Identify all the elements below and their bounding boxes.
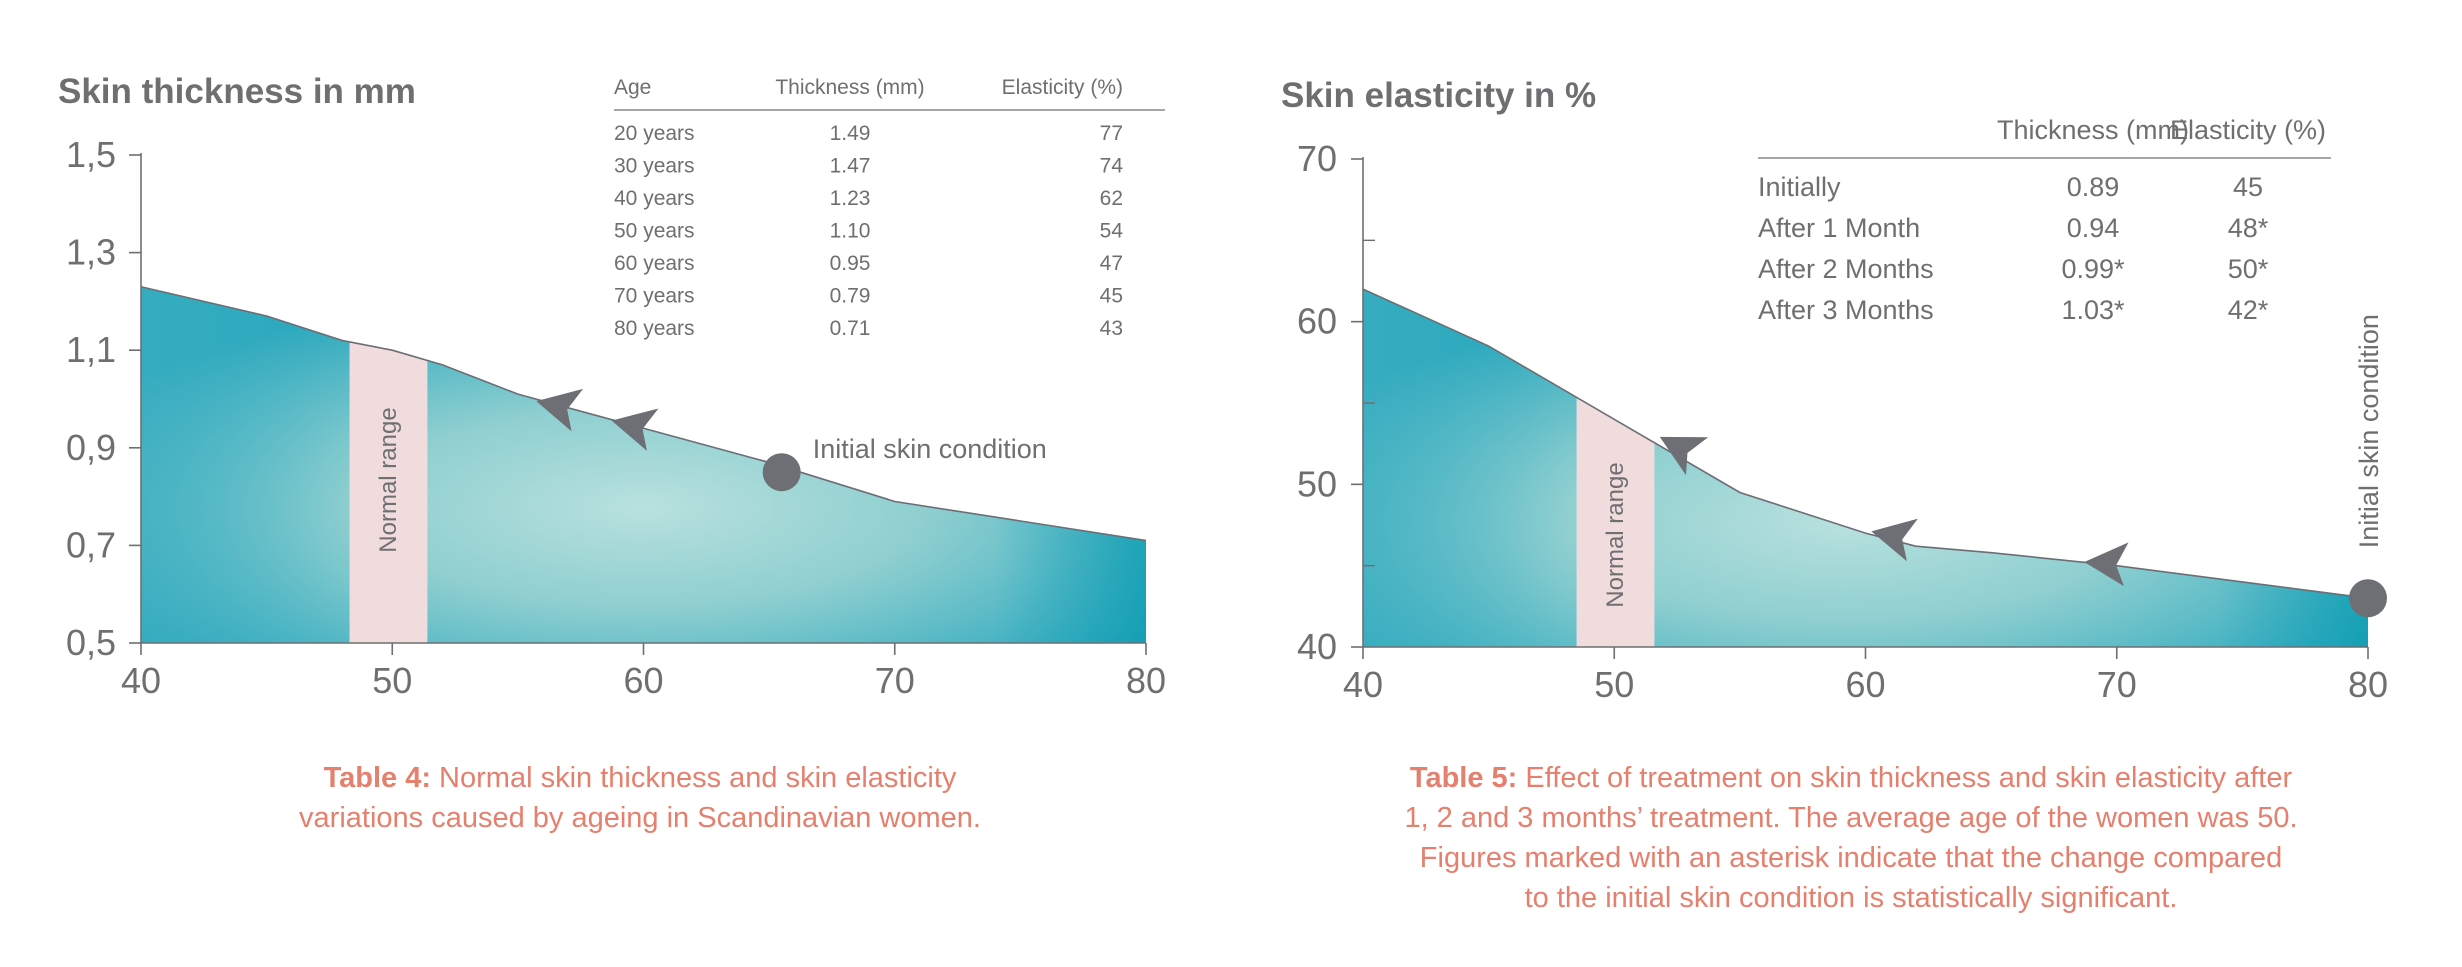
- y-tick-label: 60: [1297, 301, 1337, 342]
- x-tick-label: 50: [372, 660, 412, 701]
- y-tick-label: 0,5: [66, 622, 116, 663]
- x-tick-label: 80: [1126, 660, 1166, 701]
- table-cell: 77: [1100, 122, 1123, 145]
- thickness-age-table: Age Thickness (mm) Elasticity (%) 20 years 1…: [614, 76, 1165, 340]
- elasticity-chart: Skin elasticity in % Normal range 40 50 60…: [1281, 76, 2388, 705]
- initial-condition-marker: [762, 453, 801, 492]
- table-cell: 70 years: [614, 285, 695, 308]
- elasticity-chart-panel: Skin elasticity in % Normal range 40 50 60…: [1231, 0, 2462, 967]
- x-tick-label: 40: [121, 660, 161, 701]
- caption-line: to the initial skin condition is statist…: [1524, 882, 2178, 914]
- chart-title: Skin elasticity in %: [1281, 76, 1596, 115]
- table-cell: 1.03*: [2061, 295, 2125, 325]
- table-cell: 0.95: [830, 252, 871, 275]
- initial-condition-marker: [2349, 579, 2387, 618]
- table-cell: 40 years: [614, 187, 695, 210]
- table-cell: 74: [1100, 155, 1124, 178]
- direction-arrow: [611, 408, 659, 451]
- x-tick-label: 70: [2097, 664, 2137, 705]
- thickness-chart-panel: Skin thickness in mm Normal range 40 50 60…: [58, 72, 1166, 838]
- direction-arrow: [1659, 436, 1709, 476]
- table-cell: 48*: [2228, 213, 2269, 243]
- y-tick-label: 40: [1297, 626, 1337, 667]
- table-cell: 1.49: [830, 122, 871, 145]
- caption-label: Table 4:: [323, 762, 431, 794]
- table-cell: 0.89: [2067, 172, 2120, 202]
- table-cell: After 1 Month: [1758, 213, 1920, 243]
- x-tick-label: 60: [1845, 664, 1885, 705]
- table-cell: 30 years: [614, 155, 695, 178]
- x-tick-label: 80: [2348, 664, 2388, 705]
- x-tick-label: 50: [1594, 664, 1634, 705]
- direction-arrow: [1871, 518, 1918, 562]
- table-cell: After 3 Months: [1758, 295, 1934, 325]
- table-cell: 80 years: [614, 317, 695, 340]
- table-cell: 0.94: [2067, 213, 2120, 243]
- table-cell: 50 years: [614, 220, 695, 243]
- table-cell: 47: [1100, 252, 1123, 275]
- table-cell: Initially: [1758, 172, 1841, 202]
- direction-arrow: [2084, 542, 2129, 587]
- y-tick-label: 50: [1297, 463, 1337, 504]
- y-tick-label: 1,5: [66, 134, 116, 175]
- table-cell: 1.47: [830, 155, 871, 178]
- caption-line: Normal skin thickness and skin elasticit…: [431, 762, 957, 794]
- y-tick-label: 1,3: [66, 232, 116, 273]
- table-cell: 62: [1100, 187, 1123, 210]
- area-edge-shade: [1363, 289, 2368, 647]
- thickness-chart: Skin thickness in mm Normal range 40 50 60…: [58, 72, 1166, 701]
- table-cell: 45: [1100, 285, 1123, 308]
- table-cell: After 2 Months: [1758, 254, 1934, 284]
- caption-line: 1, 2 and 3 months’ treatment. The averag…: [1404, 802, 2298, 834]
- caption-line: Effect of treatment on skin thickness an…: [1517, 762, 2293, 794]
- x-tick-label: 40: [1343, 664, 1383, 705]
- x-tick-label: 60: [623, 660, 663, 701]
- area-edge-shade: [141, 286, 1146, 643]
- table-header: Thickness (mm): [1997, 115, 2189, 145]
- table-cell: 20 years: [614, 122, 695, 145]
- caption-label: Table 5:: [1409, 762, 1518, 794]
- y-tick-label: 0,9: [66, 427, 116, 468]
- table-header: Thickness (mm): [775, 76, 924, 99]
- treatment-effect-table: Thickness (mm)Elasticity (%) Initially 0.8…: [1758, 115, 2331, 325]
- caption-line: Figures marked with an asterisk indicate…: [1419, 842, 2283, 874]
- initial-condition-label: Initial skin condition: [2354, 314, 2384, 548]
- direction-arrow: [536, 388, 584, 432]
- x-tick-label: 70: [875, 660, 915, 701]
- table-header: Elasticity (%): [1002, 76, 1123, 99]
- chart-caption: Table 4: Normal skin thickness and skin …: [160, 758, 1120, 838]
- table-cell: 50*: [2228, 254, 2269, 284]
- table-cell: 45: [2233, 172, 2263, 202]
- table-cell: 0.71: [830, 317, 871, 340]
- table-cell: 0.79: [830, 285, 871, 308]
- series-line: [140, 285, 1147, 542]
- y-tick-label: 70: [1297, 138, 1337, 179]
- table-cell: 0.99*: [2061, 254, 2125, 284]
- table-cell: 1.10: [830, 220, 871, 243]
- chart-title: Skin thickness in mm: [58, 72, 416, 111]
- normal-range-label: Normal range: [375, 407, 402, 552]
- table-header: Elasticity (%): [2170, 115, 2326, 145]
- table-cell: 42*: [2228, 295, 2269, 325]
- table-cell: 60 years: [614, 252, 695, 275]
- chart-caption: Table 5: Effect of treatment on skin thi…: [1331, 758, 2371, 918]
- table-cell: 1.23: [830, 187, 871, 210]
- table-cell: 54: [1100, 220, 1124, 243]
- caption-line: variations caused by ageing in Scandinav…: [299, 802, 981, 834]
- table-header: Age: [614, 76, 651, 99]
- y-tick-label: 1,1: [66, 329, 116, 370]
- initial-condition-label: Initial skin condition: [813, 434, 1047, 464]
- normal-range-label: Normal range: [1602, 462, 1629, 607]
- y-tick-label: 0,7: [66, 524, 116, 565]
- table-cell: 43: [1100, 317, 1123, 340]
